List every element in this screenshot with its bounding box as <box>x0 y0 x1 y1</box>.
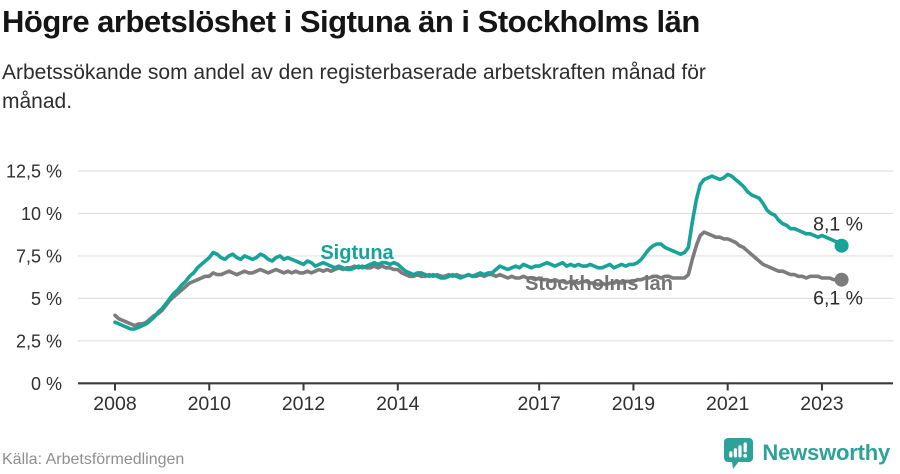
bar-small <box>729 450 733 457</box>
brand-name: Newsworthy <box>762 440 890 465</box>
stockholm-end-value: 6,1 % <box>813 288 863 310</box>
source-note: Källa: Arbetsförmedlingen <box>2 451 185 468</box>
x-tick-label: 2010 <box>188 393 232 415</box>
x-tick-label: 2019 <box>612 393 655 415</box>
sigtuna-line <box>113 172 844 331</box>
stockholm-series-label: Stockholms län <box>525 273 673 295</box>
bar-medium <box>734 447 738 457</box>
bar-large <box>738 444 743 457</box>
stockholm-line <box>113 230 844 328</box>
x-tick-label: 2023 <box>800 393 843 415</box>
y-tick-label: 2,5 % <box>16 331 62 351</box>
x-tick-label: 2012 <box>282 393 325 415</box>
x-tick-label: 2014 <box>376 393 420 415</box>
x-tick-label: 2017 <box>517 393 560 415</box>
sigtuna-series-label: Sigtuna <box>320 242 394 264</box>
stockholm-end-dot <box>834 272 849 287</box>
sigtuna-end-value: 8,1 % <box>813 214 863 236</box>
x-tick-label: 2008 <box>93 393 136 415</box>
y-tick-label: 7,5 % <box>16 246 62 266</box>
y-tick-label: 5 % <box>31 289 62 309</box>
y-tick-label: 0 % <box>31 374 62 394</box>
y-tick-label: 12,5 % <box>6 162 62 182</box>
y-tick-label: 10 % <box>21 204 62 224</box>
exclamation-dot <box>743 453 748 458</box>
page-title: Högre arbetslöshet i Sigtuna än i Stockh… <box>2 4 700 39</box>
brand-logo: Newsworthy <box>723 436 890 470</box>
page-subtitle: Arbetssökande som andel av den registerb… <box>2 61 706 113</box>
x-tick-label: 2021 <box>706 393 749 415</box>
sigtuna-end-dot <box>834 238 849 253</box>
newsworthy-icon <box>724 437 754 469</box>
exclamation-bar <box>744 441 748 452</box>
